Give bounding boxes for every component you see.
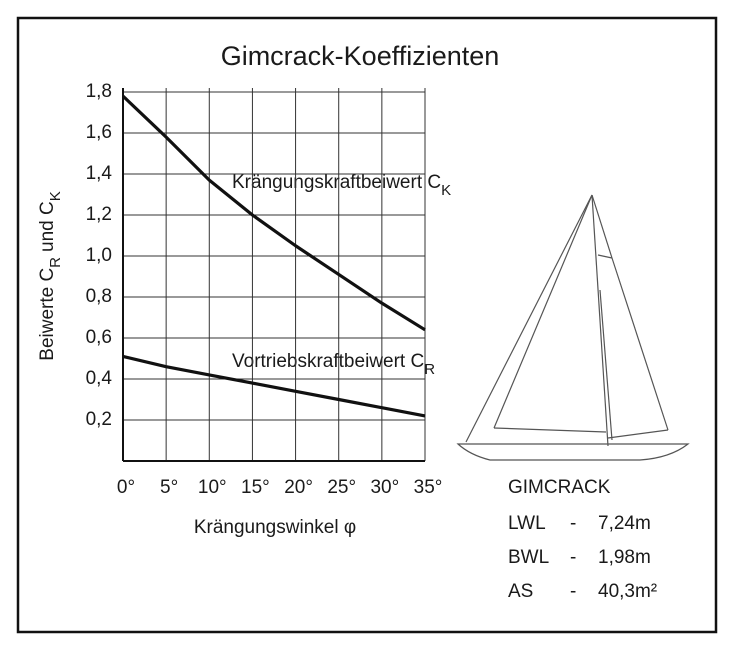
x-tick-label: 10°	[198, 477, 227, 498]
gaff	[591, 194, 613, 259]
jib-foot	[493, 427, 607, 433]
boom	[607, 429, 669, 439]
gaff-jaw	[597, 254, 613, 259]
spec-cell: -	[570, 581, 576, 602]
spec-cell: LWL	[508, 513, 546, 534]
y-tick-label: 1,8	[86, 81, 112, 102]
y-axis-label: Beiwerte CRund CK	[37, 191, 64, 360]
main-leech	[611, 257, 669, 431]
boat-specs: LWL - 7,24m BWL - 1,98m AS - 40,3m²	[508, 513, 657, 602]
series-label-sub: R	[424, 361, 435, 378]
series-label-text: Krängungskraftbeiwert C	[232, 172, 441, 193]
x-tick-label: 25°	[327, 477, 356, 498]
y-tick-label: 0,6	[86, 327, 112, 348]
hull	[456, 443, 690, 461]
y-tick-label: 0,8	[86, 286, 112, 307]
spec-cell: 40,3m²	[598, 581, 657, 602]
y-label-part: und C	[37, 201, 58, 252]
mast	[591, 194, 609, 447]
spec-cell: AS	[508, 581, 533, 602]
x-tick-label: 15°	[241, 477, 270, 498]
x-tick-label: 35°	[414, 477, 443, 498]
x-tick-label: 0°	[117, 477, 135, 498]
y-label-sub: K	[47, 191, 64, 201]
spec-cell: 7,24m	[598, 513, 651, 534]
spec-cell: BWL	[508, 547, 549, 568]
x-tick-label: 5°	[160, 477, 178, 498]
x-tick-label: 20°	[284, 477, 313, 498]
y-label-part: Beiwerte C	[37, 268, 58, 361]
x-axis-label: Krängungswinkel φ	[194, 517, 356, 538]
series-line	[122, 354, 426, 418]
chart-title: Gimcrack-Koeffizienten	[221, 41, 500, 71]
y-tick-label: 0,2	[86, 409, 112, 430]
spec-cell: -	[570, 547, 576, 568]
boat-name: GIMCRACK	[508, 477, 611, 498]
series-label-sub: K	[441, 182, 451, 199]
series-label-text: Vortriebskraftbeiwert C	[232, 351, 424, 372]
spec-cell: -	[570, 513, 576, 534]
x-tick-label: 30°	[370, 477, 399, 498]
series-line	[121, 94, 426, 332]
boat-drawing	[456, 194, 690, 461]
jib-leech	[493, 194, 593, 429]
shroud	[599, 289, 613, 441]
y-tick-label: 1,2	[86, 204, 112, 225]
y-tick-label: 1,0	[86, 245, 112, 266]
series-label: Krängungskraftbeiwert CK	[232, 172, 451, 199]
y-tick-label: 0,4	[86, 368, 113, 389]
frame	[16, 16, 718, 634]
y-tick-label: 1,6	[86, 122, 112, 143]
spec-cell: 1,98m	[598, 547, 651, 568]
y-tick-label: 1,4	[86, 163, 113, 184]
series-label: Vortriebskraftbeiwert CR	[232, 351, 435, 378]
forestay	[465, 194, 593, 443]
y-label-sub: R	[47, 257, 64, 268]
